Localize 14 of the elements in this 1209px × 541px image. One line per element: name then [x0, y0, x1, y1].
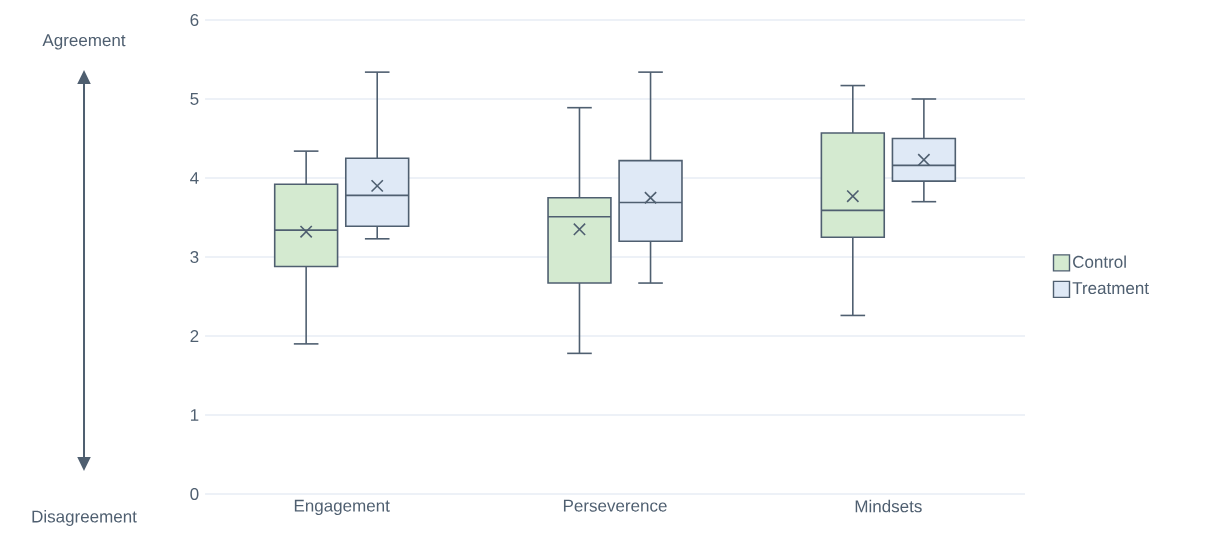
x-tick-label: Engagement	[294, 499, 390, 516]
y-tick-label: 3	[190, 250, 199, 264]
y-tick-label: 1	[190, 409, 199, 421]
text: Disagreement	[32, 510, 137, 526]
legend-label: Treatment	[1072, 282, 1149, 295]
text: Agreement	[42, 34, 126, 50]
y-tick-label: 0	[190, 487, 199, 501]
legend-label: Control	[1073, 255, 1126, 268]
y-tick-label: 5	[190, 93, 199, 105]
x-tick-label: Perseverence	[563, 499, 667, 512]
x-tick-label: Mindsets	[855, 499, 922, 513]
y-tick-label: 6	[190, 13, 199, 27]
y-tick-label: 4	[190, 172, 199, 184]
y-tick-label: 2	[190, 330, 199, 342]
